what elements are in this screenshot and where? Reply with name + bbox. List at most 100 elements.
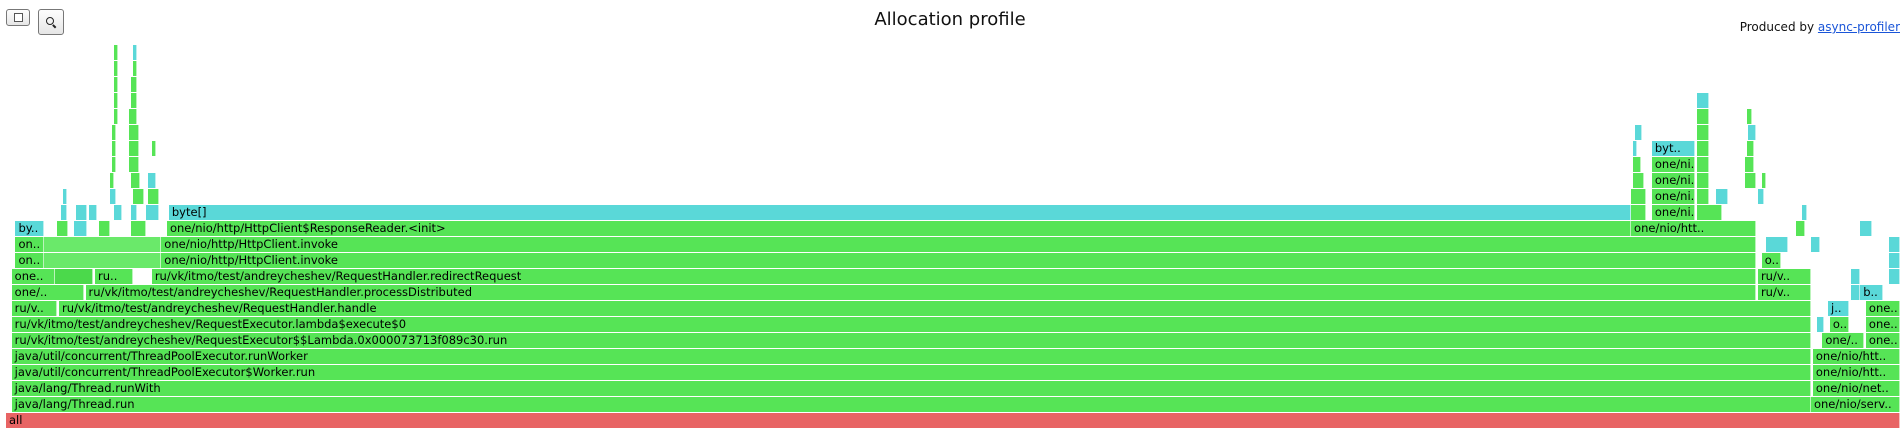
frame[interactable]: [113, 109, 118, 124]
frame[interactable]: [1634, 125, 1643, 140]
frame[interactable]: [1697, 189, 1709, 204]
frame[interactable]: ru/v..: [1757, 285, 1811, 300]
frame[interactable]: ru/v..: [1757, 269, 1811, 284]
frame[interactable]: [1801, 205, 1808, 220]
frame[interactable]: [1632, 173, 1645, 188]
frame[interactable]: java/lang/Thread.run: [11, 397, 1811, 412]
frame[interactable]: on..: [15, 253, 44, 268]
frame[interactable]: [1716, 189, 1728, 204]
frame[interactable]: [1850, 285, 1861, 300]
frame[interactable]: one..: [1865, 301, 1900, 316]
frame[interactable]: b..: [1860, 285, 1883, 300]
frame[interactable]: [1746, 109, 1753, 124]
frame[interactable]: byt..: [1651, 141, 1696, 156]
frame[interactable]: [1746, 141, 1755, 156]
frame[interactable]: [1631, 205, 1647, 220]
frame[interactable]: [60, 205, 67, 220]
frame[interactable]: [112, 125, 117, 140]
frame[interactable]: [57, 221, 69, 236]
frame[interactable]: one/nio/serv..: [1810, 397, 1900, 412]
frame[interactable]: one..: [1865, 333, 1900, 348]
frame[interactable]: ru/vk/itmo/test/andreycheshev/RequestExe…: [11, 317, 1811, 332]
frame[interactable]: [110, 173, 115, 188]
frame[interactable]: ru/vk/itmo/test/andreycheshev/RequestHan…: [85, 285, 1757, 300]
frame[interactable]: [1850, 269, 1861, 284]
frame[interactable]: o..: [1761, 253, 1781, 268]
frame[interactable]: byte[]: [168, 205, 1632, 220]
frame[interactable]: one/..: [1822, 333, 1864, 348]
frame[interactable]: ru/vk/itmo/test/andreycheshev/RequestHan…: [59, 301, 1811, 316]
frame[interactable]: [98, 221, 111, 236]
frame[interactable]: [1744, 173, 1757, 188]
search-button[interactable]: [38, 9, 64, 35]
frame[interactable]: [131, 93, 137, 108]
frame[interactable]: on..: [15, 237, 44, 252]
frame-root[interactable]: all: [6, 413, 1900, 428]
frame[interactable]: [113, 61, 118, 76]
frame[interactable]: [1757, 189, 1764, 204]
frame[interactable]: [1697, 125, 1709, 140]
frame[interactable]: [1697, 141, 1709, 156]
frame[interactable]: [113, 93, 118, 108]
frame[interactable]: [148, 173, 156, 188]
frame[interactable]: [113, 45, 118, 60]
frame[interactable]: [132, 189, 145, 204]
frame[interactable]: [110, 189, 116, 204]
frame[interactable]: ru..: [95, 269, 133, 284]
frame[interactable]: one/nio/http/HttpClient.invoke: [161, 253, 1757, 268]
frame[interactable]: [131, 77, 137, 92]
frame[interactable]: [1697, 157, 1709, 172]
frame[interactable]: [113, 205, 122, 220]
frame[interactable]: ru/vk/itmo/test/andreycheshev/RequestHan…: [151, 269, 1757, 284]
frame[interactable]: o..: [1829, 317, 1849, 332]
reverse-button[interactable]: [6, 9, 30, 26]
frame[interactable]: one/ni..: [1651, 205, 1696, 220]
frame[interactable]: [74, 221, 88, 236]
frame[interactable]: [1697, 173, 1709, 188]
frame[interactable]: [151, 141, 156, 156]
frame[interactable]: [112, 141, 117, 156]
frame[interactable]: [1765, 237, 1789, 252]
frame[interactable]: [1748, 125, 1757, 140]
frame[interactable]: [146, 205, 160, 220]
frame[interactable]: [1697, 93, 1709, 108]
frame[interactable]: ru/vk/itmo/test/andreycheshev/RequestExe…: [11, 333, 1811, 348]
async-profiler-link[interactable]: async-profiler: [1817, 20, 1900, 34]
frame[interactable]: [148, 189, 160, 204]
frame[interactable]: [1632, 141, 1637, 156]
frame[interactable]: one/ni..: [1651, 189, 1696, 204]
frame[interactable]: one/..: [11, 285, 84, 300]
frame[interactable]: [1888, 237, 1900, 252]
frame[interactable]: one/nio/htt..: [1812, 365, 1900, 380]
frame[interactable]: [129, 109, 137, 124]
frame[interactable]: [1810, 237, 1821, 252]
frame[interactable]: java/util/concurrent/ThreadPoolExecutor.…: [11, 349, 1811, 364]
frame[interactable]: [89, 205, 97, 220]
frame[interactable]: [1632, 157, 1641, 172]
frame[interactable]: [132, 61, 137, 76]
frame[interactable]: [112, 157, 117, 172]
frame[interactable]: [55, 269, 94, 284]
frame[interactable]: [76, 205, 88, 220]
frame[interactable]: one/nio/net..: [1812, 381, 1900, 396]
frame[interactable]: one/nio/htt..: [1812, 349, 1900, 364]
frame[interactable]: [43, 253, 162, 268]
frame[interactable]: [129, 125, 139, 140]
frame[interactable]: one..: [1865, 317, 1900, 332]
frame[interactable]: [129, 141, 139, 156]
frame[interactable]: [43, 237, 162, 252]
frame[interactable]: [131, 205, 137, 220]
frame[interactable]: one/ni..: [1651, 173, 1696, 188]
frame[interactable]: java/util/concurrent/ThreadPoolExecutor$…: [11, 365, 1811, 380]
frame[interactable]: one/nio/http/HttpClient$ResponseReader.<…: [166, 221, 1632, 236]
frame[interactable]: java/lang/Thread.runWith: [11, 381, 1811, 396]
frame[interactable]: one..: [11, 269, 56, 284]
frame[interactable]: [62, 189, 67, 204]
frame[interactable]: one/nio/http/HttpClient.invoke: [161, 237, 1757, 252]
frame[interactable]: j..: [1828, 301, 1849, 316]
frame[interactable]: [1816, 317, 1825, 332]
frame[interactable]: [1888, 253, 1900, 268]
frame[interactable]: [1697, 205, 1722, 220]
frame[interactable]: [113, 77, 118, 92]
